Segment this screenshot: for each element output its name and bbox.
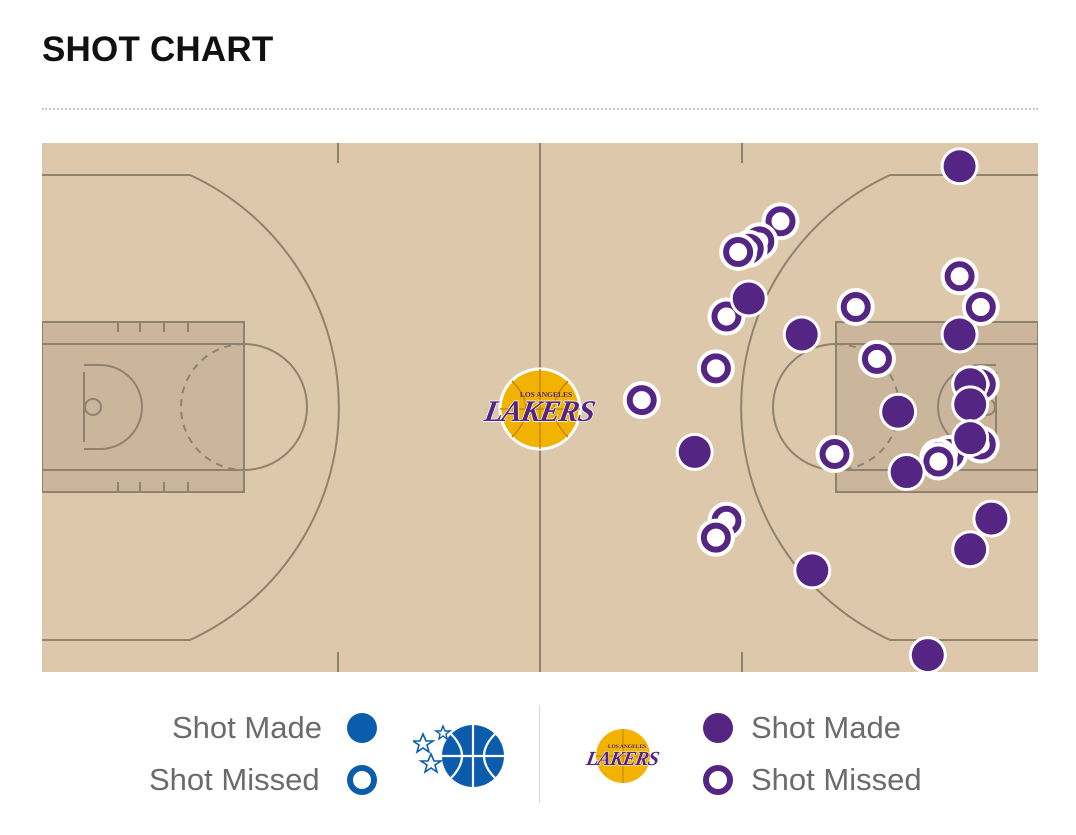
shot-missed-marker bbox=[961, 287, 1000, 326]
lakers-logo: LOS ANGELES LAKERS bbox=[583, 729, 661, 783]
shot-missed-marker bbox=[622, 381, 661, 420]
shot-made-marker bbox=[908, 636, 947, 672]
lane-left bbox=[42, 343, 245, 471]
restricted-area-left bbox=[84, 364, 143, 450]
lakers-missed-label: Shot Missed bbox=[751, 762, 922, 797]
shot-missed-marker bbox=[836, 287, 875, 326]
magic-made-label: Shot Made bbox=[172, 710, 322, 745]
shot-missed-marker bbox=[719, 232, 758, 271]
shot-made-marker bbox=[887, 453, 926, 492]
shot-made-marker bbox=[940, 147, 979, 186]
lakers-made-label: Shot Made bbox=[751, 710, 901, 745]
shot-missed-marker bbox=[815, 435, 854, 474]
logo-top-text: LOS ANGELES bbox=[520, 390, 572, 399]
legend: Shot Made Shot Missed LOS ANGELES LAKERS… bbox=[0, 700, 1076, 820]
ball-seams bbox=[500, 369, 580, 449]
shot-made-marker bbox=[879, 392, 918, 431]
magic-missed-ring bbox=[347, 765, 377, 795]
three-point-line-right bbox=[740, 174, 1038, 641]
logo-word: LAKERS bbox=[481, 394, 597, 428]
shot-missed-marker bbox=[696, 349, 735, 388]
legend-logo-word: LAKERS bbox=[584, 748, 661, 770]
three-point-line-left bbox=[42, 174, 340, 641]
magic-missed-label: Shot Missed bbox=[149, 762, 320, 797]
shot-made-marker bbox=[951, 385, 990, 424]
legend-separator bbox=[539, 705, 540, 803]
lakers-made-dot bbox=[703, 713, 733, 743]
shot-missed-marker bbox=[919, 442, 958, 481]
shot-made-marker bbox=[951, 419, 990, 458]
shot-made-marker bbox=[951, 530, 990, 569]
shot-made-marker bbox=[793, 551, 832, 590]
page-title: SHOT CHART bbox=[42, 30, 274, 69]
shot-made-marker bbox=[940, 315, 979, 354]
free-throw-circle-left bbox=[243, 343, 308, 471]
orlando-magic-logo bbox=[413, 724, 504, 787]
title-divider bbox=[42, 108, 1038, 110]
shot-made-marker bbox=[729, 279, 768, 318]
shot-missed-marker bbox=[857, 339, 896, 378]
court-lines bbox=[42, 143, 1038, 672]
free-throw-circle-left-dashed bbox=[180, 343, 245, 471]
basketball-court: LOS ANGELES LAKERS bbox=[42, 143, 1038, 672]
magic-made-dot bbox=[347, 713, 377, 743]
shot-made-marker bbox=[972, 499, 1011, 538]
shot-made-marker bbox=[782, 315, 821, 354]
lakers-center-logo: LOS ANGELES LAKERS bbox=[480, 367, 598, 451]
legend-logo-top-text: LOS ANGELES bbox=[608, 744, 646, 750]
shot-markers bbox=[622, 147, 1011, 672]
shot-missed-marker bbox=[940, 257, 979, 296]
lakers-missed-ring bbox=[703, 765, 733, 795]
rim-left bbox=[84, 398, 102, 416]
shot-missed-marker bbox=[696, 518, 735, 557]
shot-made-marker bbox=[675, 432, 714, 471]
